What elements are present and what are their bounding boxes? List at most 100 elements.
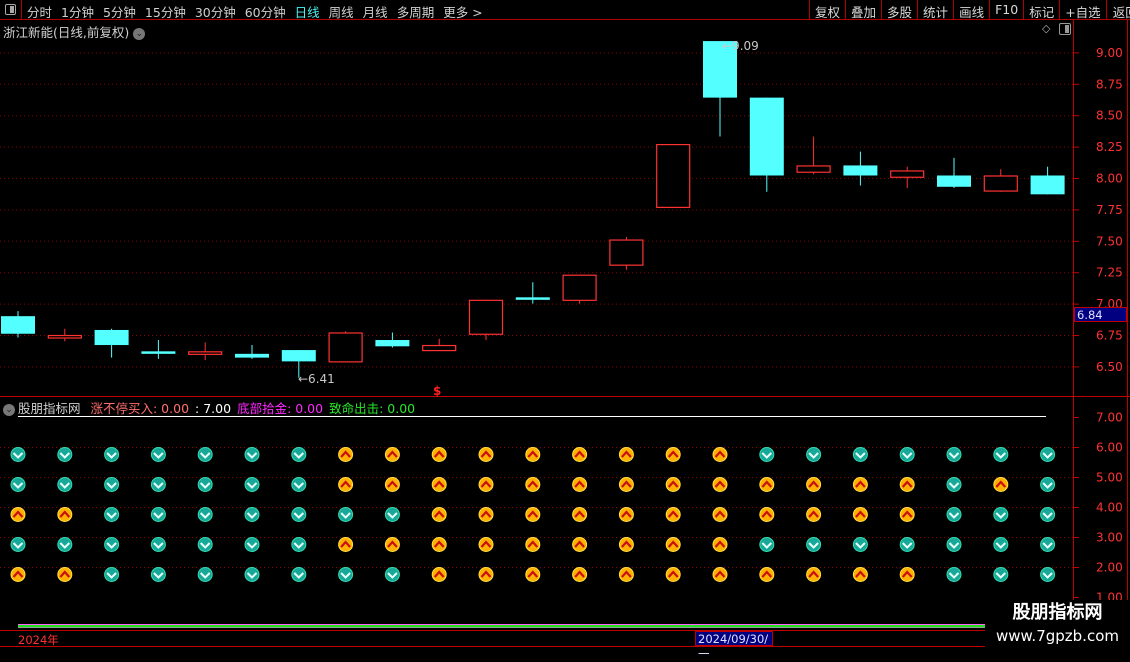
down-chevron [948, 482, 960, 489]
up-chevron [808, 480, 819, 488]
candle-body [468, 299, 504, 335]
up-arrow-icon [852, 567, 868, 582]
down-arrow-icon [57, 477, 73, 492]
down-chevron [855, 452, 866, 459]
toolbar-button[interactable]: +自选 [1059, 0, 1105, 20]
down-arrow-icon [899, 447, 915, 462]
up-chevron [855, 510, 866, 518]
indicator-name[interactable]: 股朋指标网 [18, 401, 81, 416]
down-chevron [1042, 542, 1053, 549]
down-arrow-icon [10, 537, 26, 552]
down-chevron [246, 512, 258, 519]
watermark-url: www.7gpzb.com [996, 627, 1119, 645]
up-arrow-icon [525, 567, 541, 582]
price-tick-label: 8.50 [1096, 109, 1123, 123]
down-chevron [761, 452, 773, 459]
up-chevron [667, 570, 679, 578]
panel-toggle-icon[interactable] [0, 0, 22, 19]
candle-body [656, 143, 691, 208]
period-tab[interactable]: 多周期 [396, 5, 435, 20]
period-tab[interactable]: 1分钟 [61, 5, 94, 20]
up-arrow-icon [525, 477, 541, 492]
up-arrow-icon [338, 537, 354, 552]
period-tab[interactable]: 日线 [294, 5, 320, 20]
toolbar-button[interactable]: 叠加 [845, 0, 881, 20]
down-chevron [808, 452, 819, 459]
up-arrow-icon [431, 507, 447, 522]
price-tick-label: 6.50 [1096, 360, 1123, 374]
up-chevron [714, 540, 726, 548]
period-tab[interactable]: 15分钟 [144, 5, 186, 20]
up-arrow-icon [712, 507, 728, 522]
period-tab[interactable]: 分时 [27, 5, 53, 20]
up-arrow-icon [431, 447, 447, 462]
down-chevron [106, 572, 117, 579]
toolbar: 分时 1分钟 5分钟 15分钟 30分钟 60分钟 日线 周线 月线 多周期 更多 > 复权 叠加 多股… [0, 0, 1130, 20]
down-arrow-icon [899, 537, 915, 552]
up-chevron [574, 540, 585, 548]
down-chevron [246, 452, 258, 459]
up-chevron [480, 540, 492, 548]
up-arrow-icon [525, 507, 541, 522]
up-arrow-icon [618, 567, 634, 582]
toolbar-button[interactable]: 标记 [1023, 0, 1059, 20]
toolbar-button[interactable]: 复权 [809, 0, 845, 20]
down-arrow-icon [197, 537, 213, 552]
down-arrow-icon [384, 567, 400, 582]
up-chevron [527, 450, 539, 458]
indicator-tick-label: 7.00 [1096, 411, 1123, 425]
down-arrow-icon [1040, 477, 1056, 492]
down-arrow-icon [291, 447, 307, 462]
down-arrow-icon [1040, 537, 1056, 552]
up-chevron [714, 480, 726, 488]
down-arrow-icon [244, 507, 260, 522]
up-arrow-icon [712, 567, 728, 582]
period-tab[interactable]: 周线 [328, 5, 354, 20]
up-arrow-icon [759, 507, 775, 522]
indicator-tick-label: 2.00 [1096, 561, 1123, 575]
indicator-value: 底部拾金: 0.00 [237, 401, 324, 416]
toolbar-button[interactable]: 画线 [953, 0, 989, 20]
period-tab[interactable]: 5分钟 [102, 5, 136, 20]
toolbar-button[interactable]: 多股 [881, 0, 917, 20]
period-tab[interactable]: 月线 [362, 5, 388, 20]
up-chevron [621, 510, 632, 518]
up-arrow-icon [618, 507, 634, 522]
up-arrow-icon [618, 477, 634, 492]
up-arrow-icon [665, 567, 681, 582]
up-chevron [667, 510, 679, 518]
candle-body [422, 344, 457, 352]
period-tab[interactable]: 60分钟 [244, 5, 286, 20]
chevron-down-icon[interactable]: ⌄ [3, 403, 15, 416]
up-arrow-icon [478, 567, 494, 582]
down-arrow-icon [197, 507, 213, 522]
period-tab[interactable]: 30分钟 [194, 5, 236, 20]
up-arrow-icon [665, 477, 681, 492]
toolbar-button[interactable]: 返回 [1105, 0, 1130, 20]
toolbar-button[interactable]: F10 [989, 0, 1023, 19]
up-arrow-icon [759, 567, 775, 582]
price-tick-label: 8.75 [1096, 77, 1123, 91]
chevron-down-icon[interactable]: ⌄ [133, 27, 146, 40]
diamond-icon[interactable]: ◇ [1042, 22, 1051, 35]
down-chevron [153, 452, 164, 459]
candle-body [141, 351, 176, 354]
up-arrow-icon [665, 507, 681, 522]
up-arrow-icon [384, 537, 400, 552]
panel-toggle-icon[interactable] [1059, 23, 1071, 35]
down-chevron [387, 572, 398, 579]
price-tick-label: 6.75 [1096, 329, 1123, 343]
up-arrow-icon [806, 477, 822, 492]
up-arrow-icon [338, 447, 354, 462]
candle-body [47, 334, 82, 339]
up-chevron [433, 570, 445, 578]
up-chevron [995, 480, 1007, 488]
down-arrow-icon [993, 537, 1009, 552]
down-chevron [106, 512, 117, 519]
down-chevron [901, 542, 913, 549]
down-arrow-icon [150, 447, 166, 462]
chart-title[interactable]: 浙江新能(日线,前复权) ⌄ [3, 22, 146, 41]
toolbar-button[interactable]: 统计 [917, 0, 953, 20]
candle-body [796, 165, 831, 173]
period-tab[interactable]: 更多 > [443, 5, 483, 20]
